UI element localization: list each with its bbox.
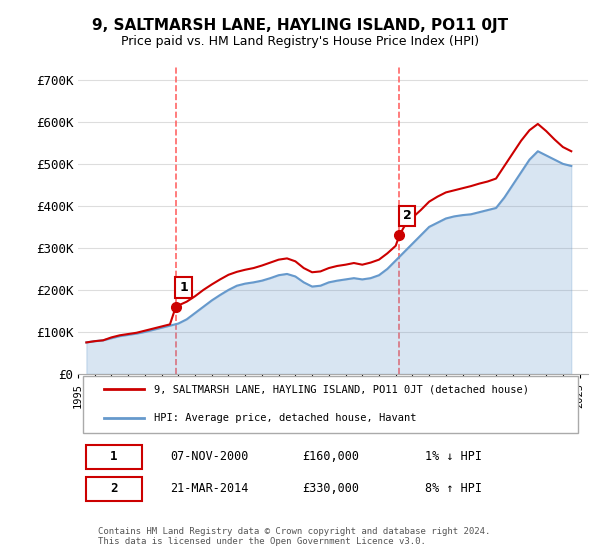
Text: 21-MAR-2014: 21-MAR-2014: [170, 483, 248, 496]
Text: £160,000: £160,000: [302, 450, 359, 463]
Text: 9, SALTMARSH LANE, HAYLING ISLAND, PO11 0JT: 9, SALTMARSH LANE, HAYLING ISLAND, PO11 …: [92, 18, 508, 32]
Text: 9, SALTMARSH LANE, HAYLING ISLAND, PO11 0JT (detached house): 9, SALTMARSH LANE, HAYLING ISLAND, PO11 …: [155, 384, 530, 394]
Text: Contains HM Land Registry data © Crown copyright and database right 2024.
This d: Contains HM Land Registry data © Crown c…: [98, 527, 491, 546]
FancyBboxPatch shape: [86, 477, 142, 501]
Text: 1: 1: [110, 450, 118, 463]
Text: HPI: Average price, detached house, Havant: HPI: Average price, detached house, Hava…: [155, 413, 417, 423]
Text: 1% ↓ HPI: 1% ↓ HPI: [425, 450, 482, 463]
Text: 2: 2: [403, 209, 412, 222]
FancyBboxPatch shape: [83, 376, 578, 433]
Text: 2: 2: [110, 483, 118, 496]
Text: 8% ↑ HPI: 8% ↑ HPI: [425, 483, 482, 496]
Text: 07-NOV-2000: 07-NOV-2000: [170, 450, 248, 463]
Text: Price paid vs. HM Land Registry's House Price Index (HPI): Price paid vs. HM Land Registry's House …: [121, 35, 479, 49]
Text: £330,000: £330,000: [302, 483, 359, 496]
Text: 1: 1: [179, 281, 188, 294]
FancyBboxPatch shape: [86, 445, 142, 469]
